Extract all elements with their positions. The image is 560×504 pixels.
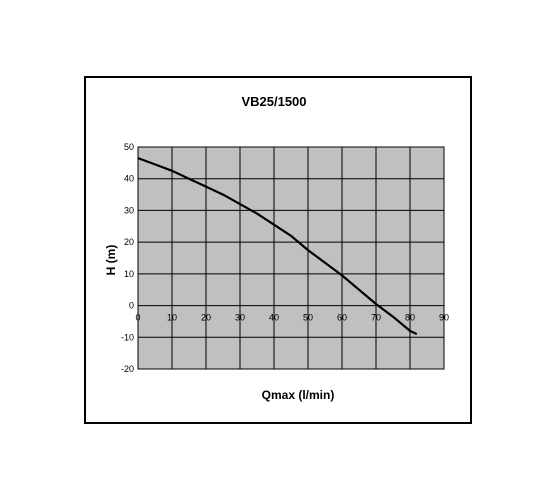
chart-frame: VB25/1500 0 10 20 30 40 50 60 70 80 90 -20 -10 0 10 2… xyxy=(84,76,472,424)
x-tick-label: 70 xyxy=(371,313,381,323)
x-tick-label: 10 xyxy=(167,313,177,323)
y-tick-label: 30 xyxy=(124,205,134,215)
y-tick-label: 50 xyxy=(124,142,134,152)
y-tick-label: -20 xyxy=(121,364,134,374)
x-axis-label: Qmax (l/min) xyxy=(262,388,335,402)
x-tick-label: 30 xyxy=(235,313,245,323)
y-tick-label: 0 xyxy=(129,301,134,311)
y-tick-label: 40 xyxy=(124,174,134,184)
chart: VB25/1500 0 10 20 30 40 50 60 70 80 90 -20-100102… xyxy=(104,94,449,402)
x-tick-label: 0 xyxy=(135,313,140,323)
gridlines xyxy=(137,146,445,370)
x-tick-label: 50 xyxy=(303,313,313,323)
x-tick-label: 80 xyxy=(405,313,415,323)
y-tick-label: 20 xyxy=(124,237,134,247)
y-axis-label: H (m) xyxy=(104,245,118,276)
series-line xyxy=(137,157,418,336)
x-tick-label: 20 xyxy=(201,313,211,323)
chart-title: VB25/1500 xyxy=(241,94,306,109)
plot-area xyxy=(137,146,445,370)
x-tick-label: 60 xyxy=(337,313,347,323)
series-layer xyxy=(137,157,418,336)
x-tick-label: 90 xyxy=(439,313,449,323)
y-tick-labels: -20 -10 0 10 20 30 40 50 xyxy=(121,142,134,374)
y-tick-label: 10 xyxy=(124,269,134,279)
x-tick-label: 40 xyxy=(269,313,279,323)
x-tick-labels: 0 10 20 30 40 50 60 70 80 90 xyxy=(135,313,449,323)
y-tick-label: -10 xyxy=(121,332,134,342)
